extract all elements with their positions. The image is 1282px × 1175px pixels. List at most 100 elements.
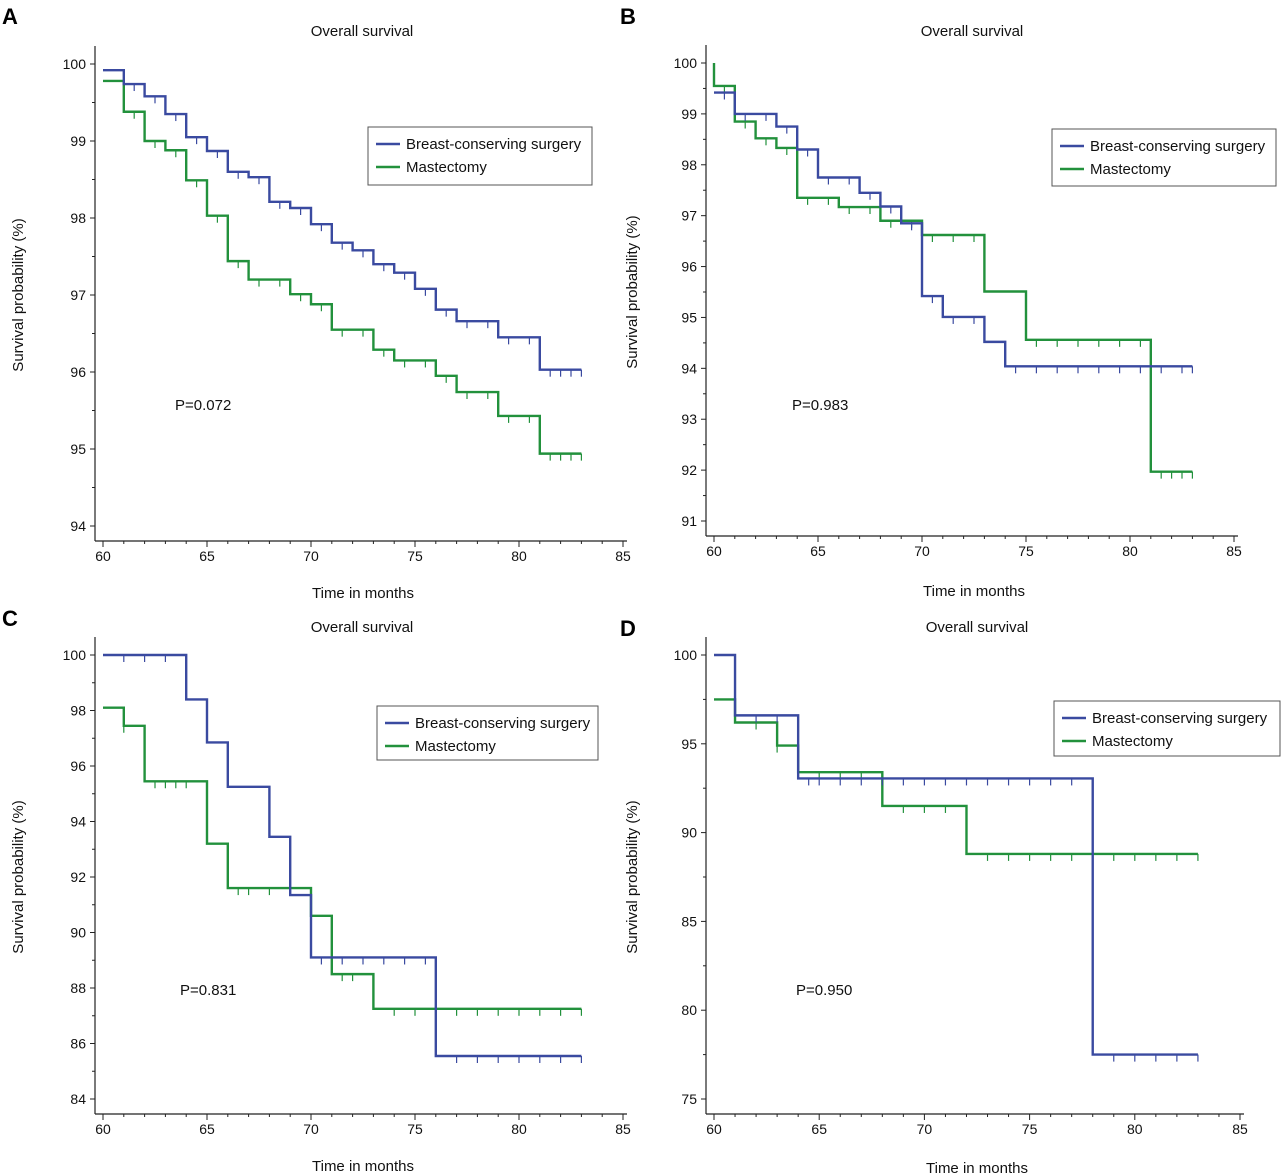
x-tick-label: 60 [95, 1121, 111, 1137]
x-axis-label: Time in months [923, 583, 1025, 600]
y-tick-label: 98 [70, 210, 86, 226]
legend: Breast-conserving surgery Mastectomy [1053, 700, 1281, 757]
x-tick-label: 70 [917, 1121, 933, 1137]
y-tick-label: 92 [70, 869, 86, 885]
x-tick-label: 85 [615, 548, 631, 564]
y-tick-label: 97 [681, 208, 697, 224]
legend: Breast-conserving surgery Mastectomy [376, 705, 599, 761]
y-tick-label: 100 [674, 55, 698, 71]
y-tick-label: 91 [681, 513, 697, 529]
survival-line-bcs [714, 653, 1198, 1056]
x-tick-label: 70 [303, 548, 319, 564]
y-tick-label: 85 [681, 913, 697, 929]
x-tick-label: 60 [706, 543, 722, 559]
chart-title: Overall survival [311, 23, 414, 40]
y-tick-label: 94 [681, 360, 697, 376]
y-tick-label: 84 [70, 1091, 86, 1107]
x-tick-label: 65 [810, 543, 826, 559]
survival-line-mastectomy [712, 63, 1193, 473]
legend-label-bcs: Breast-conserving surgery [1092, 710, 1268, 727]
x-tick-label: 60 [95, 548, 111, 564]
chart-panel-a: A Overall survival 94 95 96 97 98 99 100 60 65 70 75… [2, 4, 631, 602]
x-axis-label: Time in months [312, 1158, 414, 1175]
x-tick-label: 85 [615, 1121, 631, 1137]
legend-label-mastectomy: Mastectomy [415, 738, 496, 755]
legend-box [367, 126, 593, 186]
chart-title: Overall survival [921, 23, 1024, 40]
panel-letter: D [620, 616, 636, 641]
chart-title: Overall survival [311, 619, 414, 636]
x-tick-label: 75 [407, 548, 423, 564]
x-tick-label: 80 [511, 548, 527, 564]
x-tick-label: 75 [1018, 543, 1034, 559]
x-tick-label: 65 [199, 548, 215, 564]
legend-label-bcs: Breast-conserving surgery [406, 136, 582, 153]
panel-letter: A [2, 4, 18, 29]
legend-label-mastectomy: Mastectomy [406, 159, 487, 176]
x-tick-label: 80 [1122, 543, 1138, 559]
x-tick-label: 85 [1232, 1121, 1248, 1137]
chart-panel-d: D Overall survival 75 80 85 90 95 100 60 65 70 75 80… [620, 616, 1281, 1175]
x-tick-label: 65 [199, 1121, 215, 1137]
p-value: P=0.831 [180, 982, 236, 999]
x-tick-label: 65 [811, 1121, 827, 1137]
y-tick-label: 98 [70, 703, 86, 719]
y-tick-label: 98 [681, 157, 697, 173]
y-tick-label: 94 [70, 518, 86, 534]
p-value: P=0.983 [792, 397, 848, 414]
y-tick-label: 93 [681, 411, 697, 427]
x-tick-label: 75 [407, 1121, 423, 1137]
chart-panel-c: C Overall survival 84 86 88 90 92 94 96 98 100 60 65… [2, 606, 631, 1175]
x-tick-label: 70 [914, 543, 930, 559]
y-tick-label: 92 [681, 462, 697, 478]
x-tick-label: 80 [1127, 1121, 1143, 1137]
y-tick-label: 97 [70, 287, 86, 303]
x-axis-label: Time in months [312, 585, 414, 602]
y-tick-label: 90 [681, 825, 697, 841]
y-tick-label: 95 [70, 441, 86, 457]
legend: Breast-conserving surgery Mastectomy [1051, 128, 1277, 187]
y-tick-label: 96 [70, 364, 86, 380]
legend-label-bcs: Breast-conserving surgery [1090, 138, 1266, 155]
y-axis-label: Survival probability (%) [10, 800, 27, 953]
p-value: P=0.072 [175, 397, 231, 414]
x-tick-label: 80 [511, 1121, 527, 1137]
y-tick-label: 80 [681, 1002, 697, 1018]
panel-letter: C [2, 606, 18, 631]
y-axis-label: Survival probability (%) [10, 218, 27, 371]
panel-letter: B [620, 4, 636, 29]
x-axis-label: Time in months [926, 1160, 1028, 1175]
y-tick-label: 100 [674, 647, 698, 663]
x-tick-label: 70 [303, 1121, 319, 1137]
x-tick-label: 60 [706, 1121, 722, 1137]
legend-box [1053, 700, 1281, 757]
y-tick-label: 90 [70, 925, 86, 941]
y-tick-label: 94 [70, 814, 86, 830]
y-tick-label: 75 [681, 1091, 697, 1107]
p-value: P=0.950 [796, 982, 852, 999]
y-tick-label: 96 [70, 758, 86, 774]
legend: Breast-conserving surgery Mastectomy [367, 126, 593, 186]
y-tick-label: 95 [681, 309, 697, 325]
y-tick-label: 99 [681, 106, 697, 122]
y-tick-label: 100 [63, 56, 87, 72]
y-tick-label: 88 [70, 980, 86, 996]
y-tick-label: 86 [70, 1036, 86, 1052]
legend-label-bcs: Breast-conserving surgery [415, 715, 591, 732]
y-tick-label: 96 [681, 259, 697, 275]
chart-title: Overall survival [926, 619, 1029, 636]
chart-panel-b: B Overall survival 91 92 93 94 95 96 97 98 99 100 60… [620, 4, 1277, 600]
legend-box [376, 705, 599, 761]
x-tick-label: 85 [1226, 543, 1242, 559]
y-axis-label: Survival probability (%) [624, 215, 641, 368]
legend-label-mastectomy: Mastectomy [1090, 161, 1171, 178]
y-tick-label: 99 [70, 133, 86, 149]
x-tick-label: 75 [1022, 1121, 1038, 1137]
survival-line-bcs [103, 653, 582, 1058]
y-axis-label: Survival probability (%) [624, 800, 641, 953]
legend-label-mastectomy: Mastectomy [1092, 733, 1173, 750]
survival-line-bcs [103, 68, 582, 371]
y-tick-label: 95 [681, 736, 697, 752]
survival-line-bcs [714, 91, 1193, 368]
